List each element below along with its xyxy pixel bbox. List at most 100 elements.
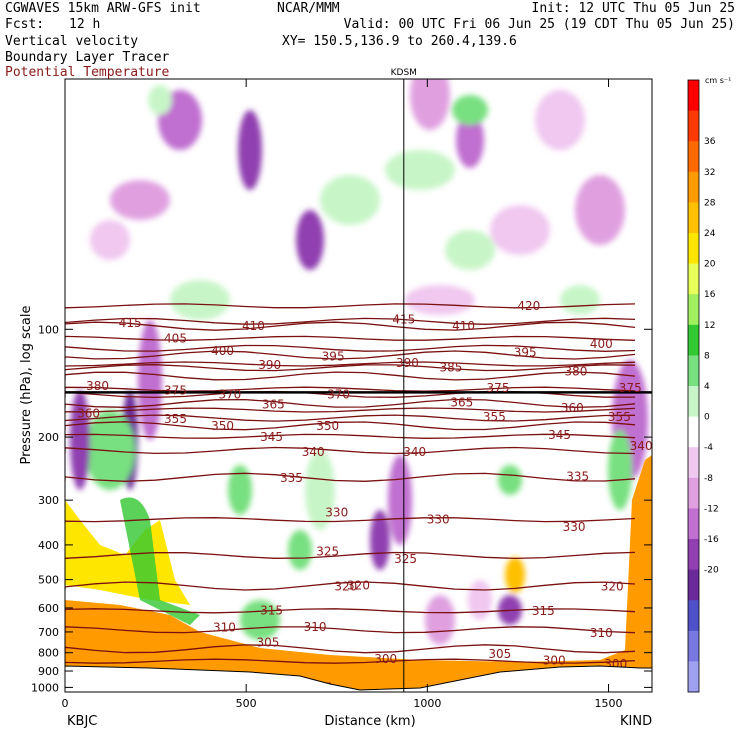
forecast-label: Fcst: <box>5 17 45 32</box>
colorbar-swatch <box>688 141 699 173</box>
shading-blob <box>148 85 172 115</box>
shading-blob <box>228 465 252 515</box>
y-tick-label: 300 <box>38 494 59 507</box>
colorbar-label: 16 <box>704 290 716 300</box>
colorbar-swatch <box>688 110 699 142</box>
colorbar-swatch <box>688 324 699 356</box>
theta-contour-label: 375 <box>164 383 187 397</box>
theta-contour-label: 335 <box>280 471 303 485</box>
theta-contour-label: 410 <box>242 319 265 333</box>
theta-contour-label: 395 <box>514 345 537 359</box>
theta-contour-label: 310 <box>304 620 327 634</box>
theta-contour-label: 365 <box>450 395 473 409</box>
center-label: NCAR/MMM <box>277 1 340 16</box>
boundary-layer-edge <box>120 497 200 625</box>
colorbar-label: 12 <box>704 321 715 331</box>
theta-contour-label: 345 <box>548 428 571 442</box>
theta-contour-label: 375 <box>619 381 642 395</box>
theta-contour-line <box>65 608 636 614</box>
colorbar-swatch <box>688 477 699 509</box>
theta-contour-label: 315 <box>260 604 283 618</box>
theta-contour-label: 340 <box>403 445 426 459</box>
theta-contour-label: 335 <box>566 470 589 484</box>
shading-blob <box>535 90 585 150</box>
theta-contour-line <box>65 335 636 341</box>
colorbar-label: 8 <box>704 351 710 361</box>
theta-contour-label: 420 <box>517 299 540 313</box>
theta-contour-label: 415 <box>119 316 142 330</box>
theta-contour-line <box>65 303 636 309</box>
shading-blob <box>138 320 162 440</box>
y-tick-label: 700 <box>38 626 59 639</box>
theta-contour-label: 325 <box>394 552 417 566</box>
theta-contour-line <box>65 446 636 455</box>
theta-contour-line <box>65 626 636 634</box>
shading-blob <box>320 175 380 225</box>
colorbar-label: 28 <box>704 198 716 208</box>
y-tick-label: 800 <box>38 647 59 660</box>
shading-blob <box>110 180 170 220</box>
theta-contour-label: 315 <box>532 604 555 618</box>
shading-blob <box>575 175 625 245</box>
x-axis-label: Distance (km) <box>324 714 415 729</box>
colorbar-swatch <box>688 447 699 479</box>
colorbar-swatch <box>688 263 699 295</box>
shading-blob <box>288 530 312 570</box>
theta-contour-label: 380 <box>86 379 109 393</box>
colorbar-label: -4 <box>704 443 713 453</box>
colorbar-swatch <box>688 386 699 418</box>
shading-blob <box>305 450 335 530</box>
y-tick-label: 900 <box>38 665 59 678</box>
shading-blob <box>90 220 130 260</box>
x-tick-label: 1500 <box>595 697 623 710</box>
y-tick-label: 1000 <box>31 681 59 694</box>
theta-contour-line <box>65 321 636 331</box>
shading-blob <box>505 557 525 593</box>
theta-contour-label: 360 <box>77 407 100 421</box>
shading-blob <box>425 595 455 645</box>
theta-contour-label: 375 <box>487 381 510 395</box>
theta-contour-label: 330 <box>325 506 348 520</box>
colorbar-swatch <box>688 539 699 571</box>
terrain <box>65 665 652 692</box>
colorbar-label: 20 <box>704 260 716 270</box>
theta-contour-label: 360 <box>561 401 584 415</box>
colorbar: 36 32 28 24 20 16 12 8 4 0 -4 -8 -12 -16 -20 <box>687 79 719 693</box>
colorbar-label: 36 <box>704 137 716 147</box>
theta-contour-line <box>65 433 636 439</box>
shading-blob <box>560 285 600 315</box>
theta-contour-line <box>65 644 636 654</box>
theta-contour-label: 300 <box>543 653 566 667</box>
field-vertical-velocity: Vertical velocity <box>5 34 139 49</box>
shading-blob <box>388 455 412 545</box>
init-time: Init: 12 UTC Thu 05 Jun 25 <box>531 1 736 16</box>
colorbar-swatch <box>688 630 699 662</box>
shading-blob <box>405 285 475 315</box>
shading-blob <box>70 390 90 490</box>
y-tick-label: 500 <box>38 574 59 587</box>
x-tick-label: 0 <box>62 697 69 710</box>
theta-contour-line <box>65 517 636 523</box>
theta-contour-label: 405 <box>164 331 187 345</box>
colorbar-swatch <box>688 416 699 448</box>
theta-contour-label: 350 <box>316 419 339 433</box>
theta-contour-label: 370 <box>327 387 350 401</box>
colorbar-label: 0 <box>704 413 710 423</box>
theta-contour-label: 330 <box>563 520 586 534</box>
theta-contour-label: 320 <box>347 579 370 593</box>
theta-contour-label: 380 <box>564 364 587 378</box>
theta-contour-label: 320 <box>601 579 624 593</box>
theta-contour-label: 350 <box>211 419 234 433</box>
theta-contour-label: 305 <box>488 647 511 661</box>
theta-contour-line <box>65 361 636 367</box>
theta-contour-line <box>65 551 636 560</box>
colorbar-swatch <box>688 355 699 387</box>
y-axis: 100 200 300 400 500 600 700 800 900 1000 <box>31 323 652 694</box>
theta-contour-label: 345 <box>260 430 283 444</box>
theta-contour-label: 320 <box>334 579 357 593</box>
x-tick-label: 500 <box>236 697 257 710</box>
field-boundary-layer-tracer: Boundary Layer Tracer <box>5 50 170 65</box>
colorbar-label: 4 <box>704 382 710 392</box>
